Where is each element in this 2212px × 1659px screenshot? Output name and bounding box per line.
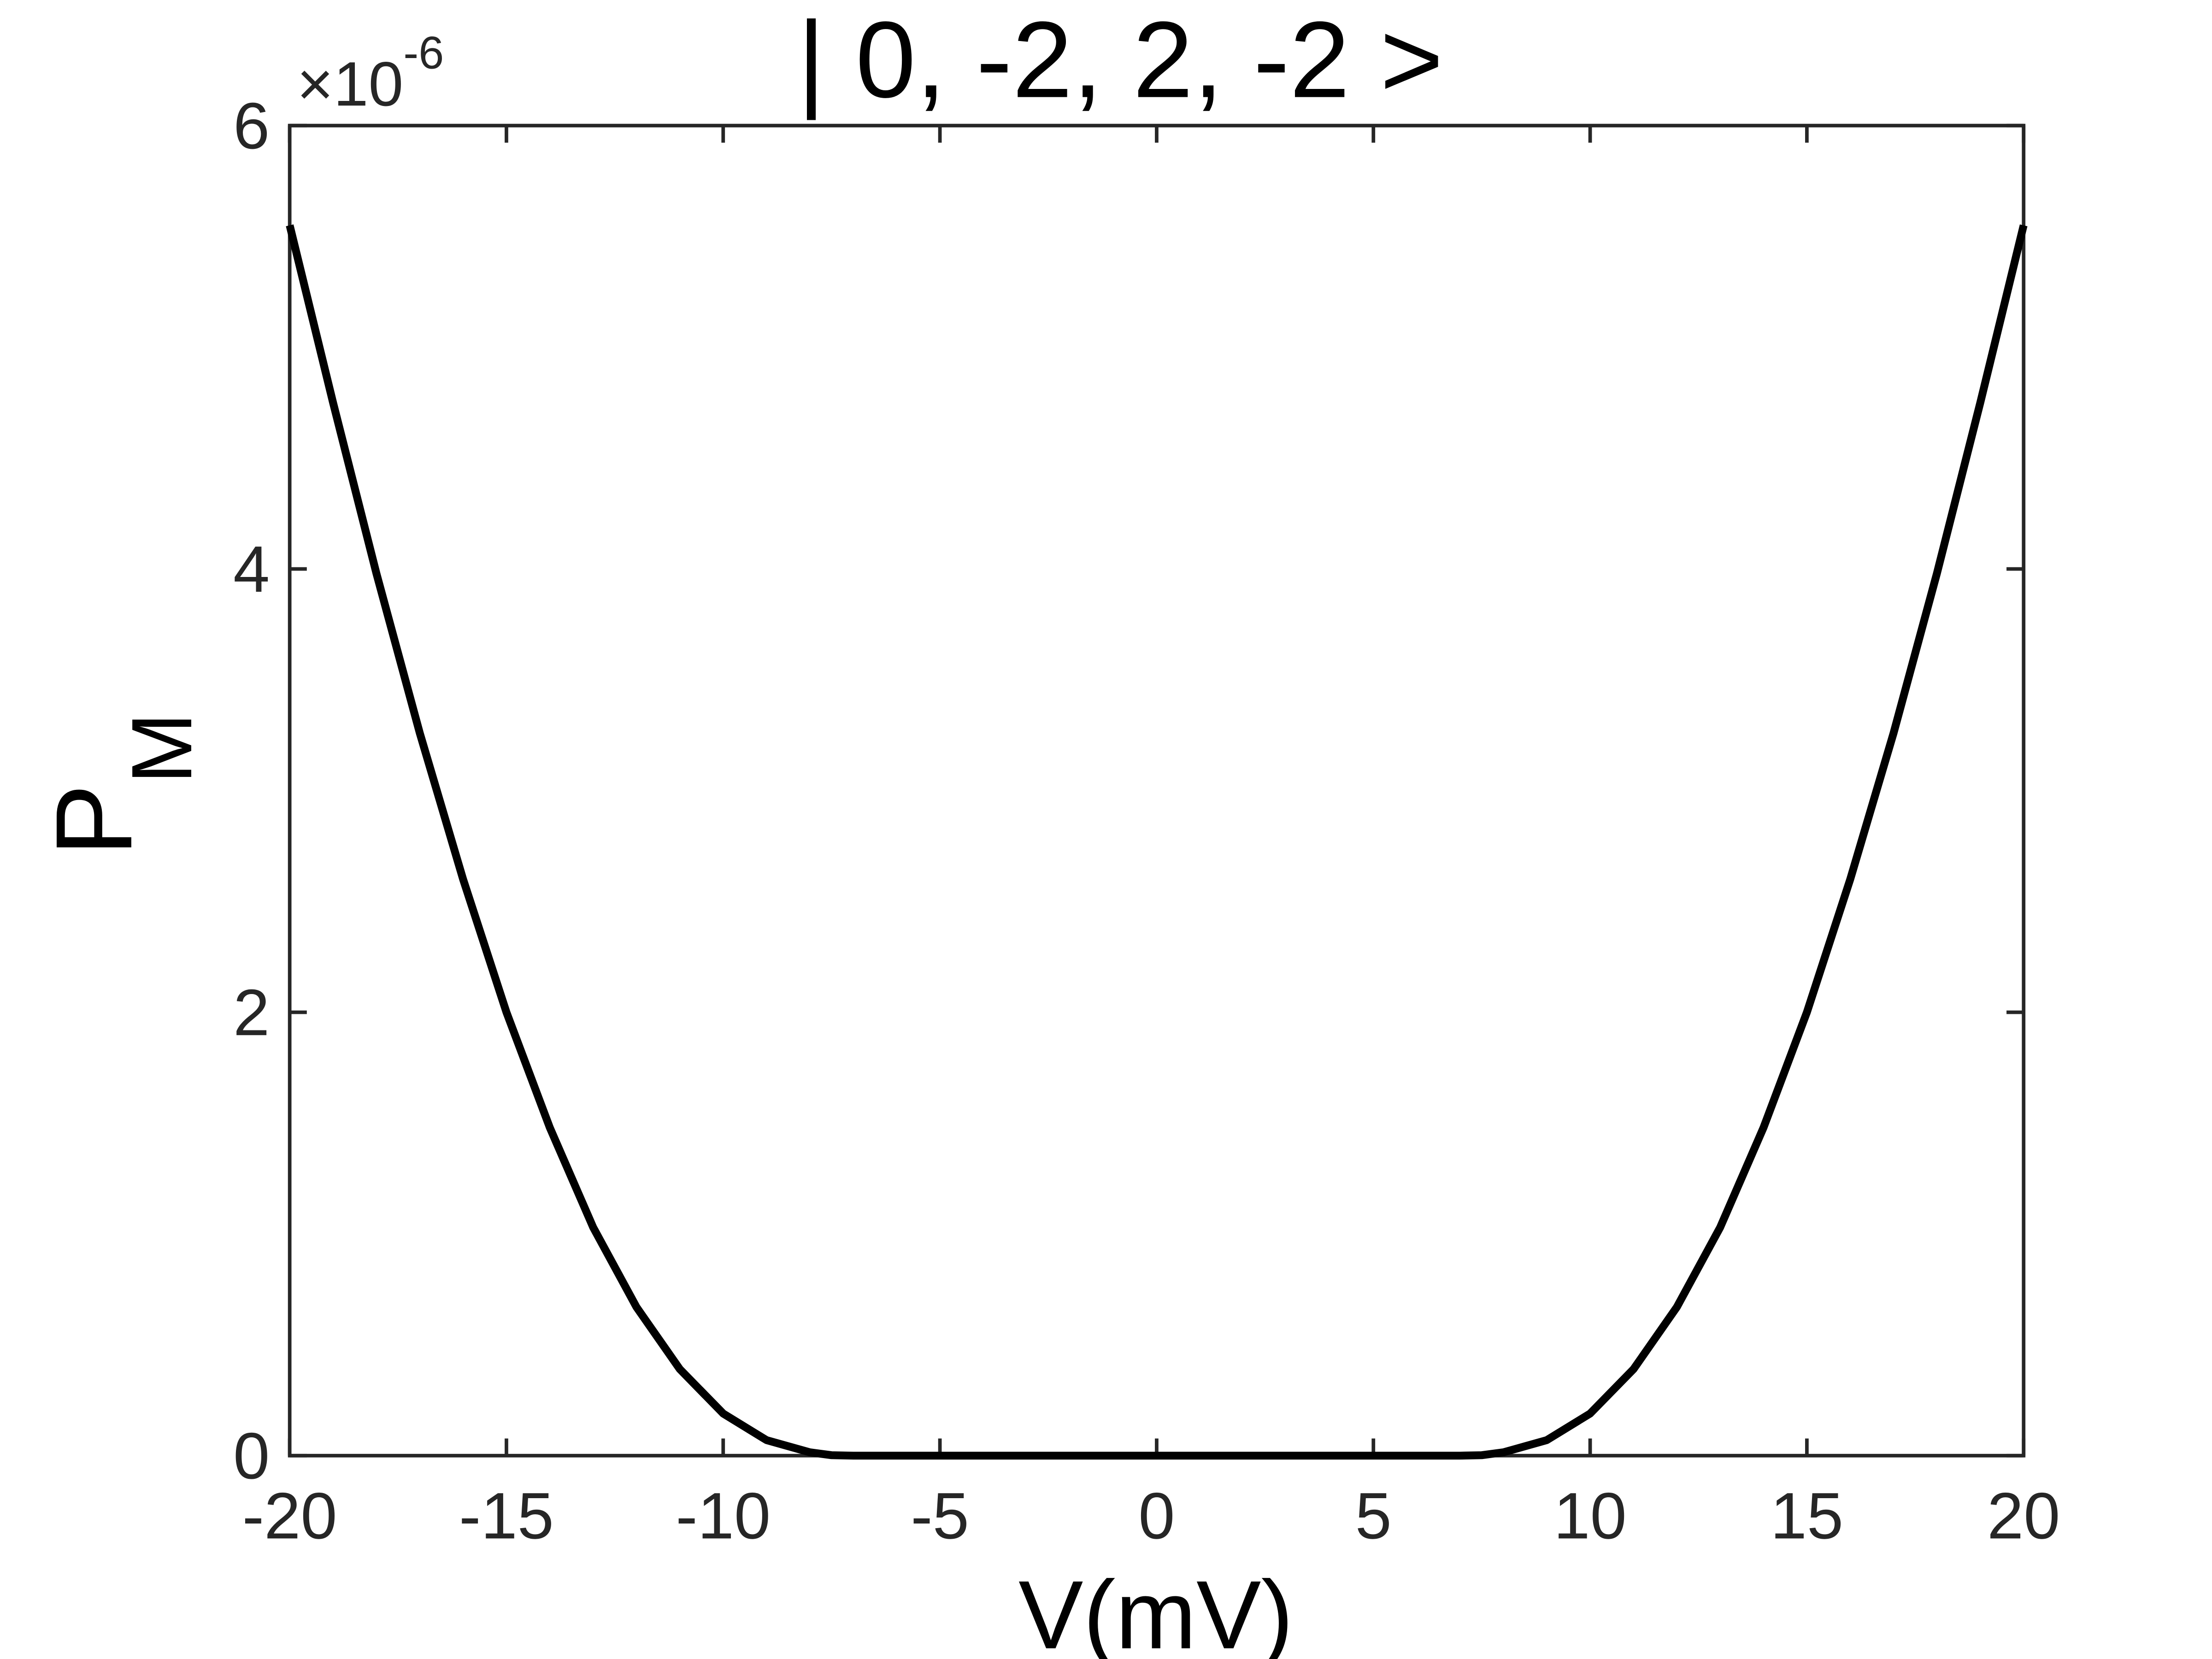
x-tick-label: 15: [1771, 1479, 1843, 1553]
y-multiplier: ×10-6: [297, 27, 444, 119]
y-axis-label-sub: M: [114, 712, 210, 784]
y-tick-label: 0: [233, 1419, 270, 1493]
y-axis-label: PM: [33, 712, 210, 856]
x-tick-label: 20: [1987, 1479, 2060, 1553]
x-tick-label: 0: [1138, 1479, 1175, 1553]
y-tick-label: 6: [233, 89, 270, 163]
x-axis-label: V(mV): [1018, 1560, 1294, 1659]
y-axis-label-main: P: [33, 784, 154, 856]
x-tick-label: -10: [676, 1479, 771, 1553]
y-multiplier-exponent: -6: [403, 27, 444, 78]
data-line: [286, 224, 2028, 1460]
x-tick-label: -5: [911, 1479, 969, 1553]
y-multiplier-base: ×10: [297, 49, 403, 119]
plot-area: -20 -15 -10 -5 0 5 10 15 20 0 2 4 6: [233, 89, 2060, 1553]
x-tick-label: 10: [1553, 1479, 1626, 1553]
x-tick-label: -20: [242, 1479, 337, 1553]
x-tick-label: -15: [459, 1479, 554, 1553]
y-tick-label: 4: [233, 533, 270, 606]
chart-title: | 0, -2, 2, -2 >: [797, 0, 1443, 120]
y-tick-label: 2: [233, 976, 270, 1049]
x-tick-label: 5: [1355, 1479, 1392, 1553]
